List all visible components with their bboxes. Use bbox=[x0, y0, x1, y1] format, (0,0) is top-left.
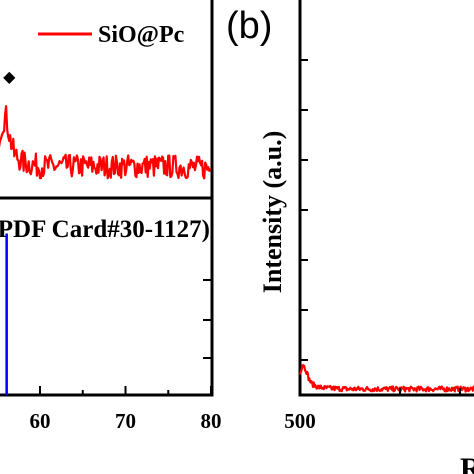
x-axis-label: R bbox=[460, 452, 474, 474]
panel-b-x-ticks: 500 bbox=[284, 388, 461, 433]
panel-b: (b) Intensity (a.u.) 500 R bbox=[226, 0, 474, 474]
x-tick-label: 60 bbox=[30, 409, 51, 433]
series-b bbox=[298, 364, 474, 393]
panel-a-bottom-frame bbox=[0, 196, 214, 397]
panel-label-b: (b) bbox=[226, 5, 272, 47]
y-axis-label: Intensity (a.u.) bbox=[258, 131, 287, 294]
panel-a-reference-lines bbox=[5, 233, 211, 395]
panel-b-frame bbox=[298, 0, 474, 397]
legend-entry: SiO@Pc bbox=[98, 22, 185, 48]
x-tick-label: 80 bbox=[201, 409, 222, 433]
x-tick-label: 70 bbox=[115, 409, 136, 433]
legend: SiO@Pc bbox=[38, 22, 185, 48]
panel-b-y-ticks bbox=[300, 59, 308, 361]
panel-a: SiO@Pc ◆ PDF Card#30-1127) 60 70 80 bbox=[0, 0, 222, 433]
pdf-card-label: PDF Card#30-1127) bbox=[0, 216, 210, 243]
x-tick-label: 500 bbox=[284, 409, 316, 433]
panel-a-top-series bbox=[0, 105, 212, 180]
panel-b-series bbox=[298, 364, 474, 393]
panel-a-x-ticks: 60 70 80 bbox=[30, 386, 222, 433]
peak-marker: ◆ bbox=[3, 69, 16, 86]
panel-a-top-markers: ◆ bbox=[3, 69, 16, 86]
series-sio-pc bbox=[0, 105, 212, 180]
